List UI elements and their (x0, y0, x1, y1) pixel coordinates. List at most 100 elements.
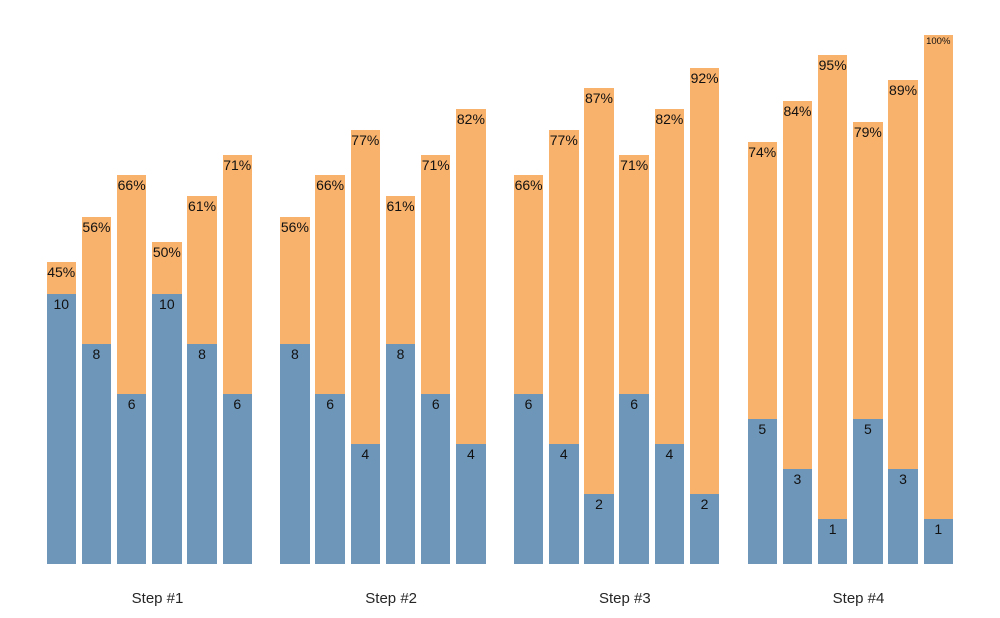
value-label: 4 (467, 445, 475, 462)
stacked-bar: 82% 4 (456, 109, 486, 564)
percent-label: 66% (316, 177, 345, 194)
bar-bottom-segment: 6 (315, 393, 345, 564)
bar-bottom-segment: 3 (782, 468, 813, 564)
value-label: 2 (700, 495, 709, 512)
value-label: 8 (396, 345, 405, 362)
bar-bottom-segment: 4 (549, 443, 579, 564)
percent-label: 45% (47, 264, 76, 281)
stacked-bar: 95% 1 (817, 55, 848, 564)
bar-bottom-segment: 6 (116, 393, 147, 564)
bar-bottom-segment: 6 (513, 393, 544, 564)
stacked-bar: 89% 3 (888, 80, 918, 564)
percent-label: 87% (584, 90, 613, 107)
stacked-bar: 87% 2 (584, 88, 614, 564)
value-label: 1 (934, 520, 943, 537)
value-label: 2 (595, 495, 603, 512)
stacked-bar: 66% 6 (315, 175, 345, 564)
bar-bottom-segment: 6 (420, 393, 451, 564)
bar-bottom-segment: 1 (817, 518, 848, 564)
bar-top-segment: 45% (46, 262, 76, 294)
bar-top-segment: 100% (923, 34, 953, 519)
bar-top-segment: 61% (187, 196, 217, 344)
bar-top-segment: 56% (81, 216, 112, 344)
bar-bottom-segment: 10 (46, 293, 76, 564)
bar-bottom-segment: 2 (689, 493, 720, 564)
bar-bottom-segment: 8 (385, 343, 416, 564)
bar-bottom-segment: 8 (187, 343, 217, 564)
percent-label: 66% (117, 177, 146, 194)
value-label: 4 (665, 445, 674, 462)
bar-bottom-segment: 4 (654, 443, 685, 564)
bar-bottom-segment: 5 (853, 418, 883, 564)
value-label: 8 (92, 345, 101, 362)
value-label: 6 (326, 395, 334, 412)
bar-bottom-segment: 1 (923, 518, 953, 564)
value-label: 8 (291, 345, 299, 362)
bar-top-segment: 84% (782, 100, 813, 469)
x-axis-label: Step #1 (131, 590, 184, 607)
bar-bottom-segment: 6 (619, 393, 649, 564)
value-label: 1 (828, 520, 837, 537)
stacked-bar: 45% 10 (46, 262, 76, 564)
value-label: 6 (630, 395, 639, 412)
percent-label: 71% (421, 156, 450, 173)
stacked-bar: 71% 6 (619, 154, 649, 564)
percent-label: 100% (926, 35, 951, 47)
x-axis-label: Step #4 (832, 590, 885, 607)
bar-top-segment: 66% (513, 175, 544, 394)
bar-bottom-segment: 5 (747, 418, 777, 564)
stacked-bar: 66% 6 (513, 175, 544, 564)
percent-label: 66% (514, 177, 543, 194)
bar-bottom-segment: 4 (456, 443, 486, 564)
x-axis-label: Step #3 (598, 590, 651, 607)
bar-top-segment: 66% (315, 175, 345, 394)
bar-top-segment: 50% (152, 241, 182, 294)
percent-label: 82% (456, 111, 485, 128)
bar-bottom-segment: 6 (222, 393, 252, 564)
value-label: 3 (793, 470, 802, 487)
bar-top-segment: 79% (853, 121, 883, 419)
bar-top-segment: 74% (747, 142, 777, 419)
stacked-bar: 100% 1 (923, 34, 953, 564)
bar-top-segment: 56% (280, 216, 310, 344)
bar-top-segment: 71% (619, 154, 649, 394)
stacked-bar: 71% 6 (222, 154, 252, 564)
stacked-bar: 77% 4 (549, 129, 579, 564)
percent-label: 79% (853, 123, 882, 140)
percent-label: 71% (620, 156, 649, 173)
x-axis-label: Step #2 (365, 590, 418, 607)
stacked-bar: 66% 6 (116, 175, 147, 564)
bar-bottom-segment: 8 (280, 343, 310, 564)
bar-top-segment: 82% (654, 109, 685, 444)
stacked-bar: 61% 8 (385, 196, 416, 564)
stacked-bar: 74% 5 (747, 142, 777, 564)
percent-label: 74% (748, 144, 777, 161)
percent-label: 71% (223, 156, 252, 173)
stacked-bar: 84% 3 (782, 100, 813, 564)
stacked-bar: 79% 5 (853, 121, 883, 564)
stacked-bar: 92% 2 (689, 67, 720, 564)
value-label: 3 (899, 470, 907, 487)
value-label: 10 (159, 295, 175, 312)
bar-top-segment: 77% (549, 129, 579, 444)
value-label: 10 (53, 295, 70, 312)
bar-top-segment: 61% (385, 196, 416, 344)
percent-label: 95% (818, 57, 847, 74)
percent-label: 61% (386, 198, 415, 215)
stacked-bar: 82% 4 (654, 109, 685, 564)
value-label: 8 (198, 345, 206, 362)
stacked-bar: 77% 4 (350, 129, 381, 564)
percent-label: 56% (280, 218, 309, 235)
percent-label: 56% (82, 218, 111, 235)
percent-label: 77% (549, 131, 578, 148)
percent-label: 82% (655, 111, 684, 128)
value-label: 6 (524, 395, 533, 412)
bar-bottom-segment: 4 (350, 443, 381, 564)
bar-top-segment: 82% (456, 109, 486, 444)
bar-top-segment: 87% (584, 88, 614, 494)
percent-label: 84% (783, 102, 812, 119)
percent-label: 89% (889, 82, 918, 99)
bar-top-segment: 92% (689, 67, 720, 494)
bar-bottom-segment: 3 (888, 468, 918, 564)
